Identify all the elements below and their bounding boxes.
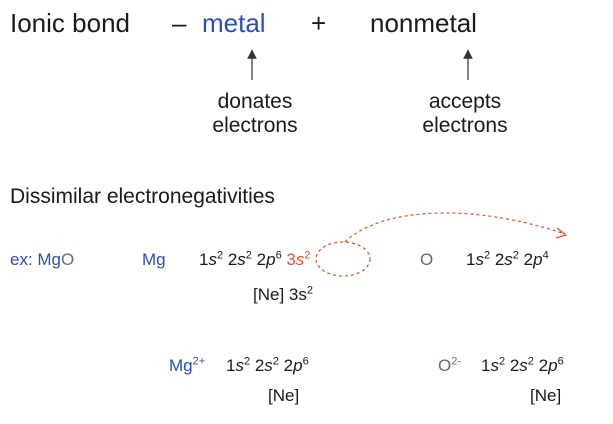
mg-configuration: 1s2 2s2 2p6 3s2 bbox=[199, 249, 311, 269]
mg-ion-text: Mg bbox=[169, 356, 193, 375]
o-ion-core: [Ne] bbox=[530, 386, 562, 405]
section-heading: Dissimilar electronegativities bbox=[10, 185, 275, 208]
mg-noble-gas-core: [Ne] 3s2 bbox=[253, 285, 313, 305]
electron-transfer-arrowhead bbox=[555, 227, 568, 239]
mg-core-sup: 2 bbox=[306, 284, 313, 297]
metal-label-line2: electrons bbox=[212, 114, 298, 137]
nonmetal-label: accepts electrons bbox=[405, 90, 525, 138]
o-ion-text: O bbox=[438, 356, 452, 375]
nonmetal-label-line1: accepts bbox=[428, 90, 502, 113]
electron-transfer-arrow bbox=[344, 212, 566, 243]
mg-ion-core: [Ne] bbox=[268, 386, 300, 405]
mg-ion-charge: 2+ bbox=[192, 355, 206, 368]
example-prefix-o: O bbox=[61, 250, 75, 269]
mg-symbol: Mg bbox=[142, 250, 166, 269]
mg-valence-3s2: 3s2 bbox=[286, 249, 311, 269]
ionic-bond-title: Ionic bond bbox=[10, 8, 130, 38]
o-configuration: 1s2 2s2 2p4 bbox=[466, 249, 549, 269]
metal-word: metal bbox=[202, 8, 266, 38]
metal-label: donates electrons bbox=[195, 90, 315, 138]
metal-label-line1: donates bbox=[217, 90, 293, 113]
o-ion-symbol: O2- bbox=[438, 356, 461, 376]
example-prefix-mg: ex: Mg bbox=[10, 250, 62, 269]
o-ion-configuration: 1s2 2s2 2p6 bbox=[481, 355, 564, 375]
mg-ion-configuration: 1s2 2s2 2p6 bbox=[226, 355, 309, 375]
o-symbol: O bbox=[420, 250, 434, 269]
title-dash: – bbox=[172, 8, 187, 38]
example-prefix: ex: MgO bbox=[10, 250, 74, 270]
valence-circle bbox=[315, 241, 371, 277]
mg-ion-symbol: Mg2+ bbox=[169, 356, 205, 376]
mg-core-text: [Ne] 3s bbox=[253, 285, 307, 304]
nonmetal-label-line2: electrons bbox=[422, 114, 508, 137]
nonmetal-word: nonmetal bbox=[370, 8, 477, 38]
plus-sign: + bbox=[311, 8, 327, 38]
o-ion-charge: 2- bbox=[451, 355, 462, 368]
